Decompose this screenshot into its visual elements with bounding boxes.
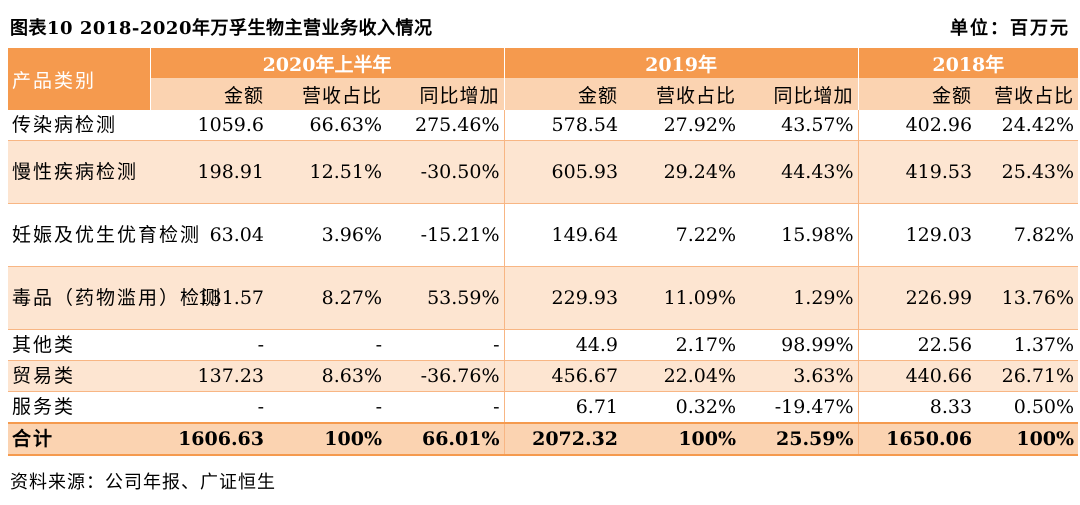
subheader: 同比增加	[386, 78, 505, 110]
cell: 100%	[268, 422, 386, 456]
cell: 43.57%	[740, 110, 859, 141]
cell: -	[386, 329, 505, 361]
subheader: 营收占比	[976, 78, 1079, 110]
cell: 1.29%	[740, 266, 859, 330]
subheader: 同比增加	[740, 78, 859, 110]
cell: 8.33	[858, 391, 977, 424]
cell: -	[150, 329, 268, 361]
source-note: 资料来源：公司年报、广证恒生	[10, 472, 276, 493]
cell: 275.46%	[386, 110, 505, 141]
cell: 27.92%	[622, 110, 741, 141]
cell: 7.82%	[976, 203, 1079, 267]
cell: 3.96%	[268, 203, 386, 267]
row-category: 传染病检测	[8, 110, 150, 141]
cell: 8.27%	[268, 266, 386, 330]
row-category: 慢性疾病检测	[8, 140, 150, 204]
cell: 8.63%	[268, 360, 386, 392]
cell: 63.04	[150, 203, 268, 267]
group-2019: 2019年	[504, 48, 859, 78]
group-2020h1: 2020年上半年	[150, 48, 505, 78]
cell: 7.22%	[622, 203, 741, 267]
cell: 1.37%	[976, 329, 1079, 361]
cell: -	[386, 391, 505, 424]
cell: 605.93	[504, 140, 623, 204]
cell: 100%	[622, 422, 741, 456]
cell: 229.93	[504, 266, 623, 330]
table-row: 服务类 - - - 6.71 0.32% -19.47% 8.33 0.50%	[8, 391, 1079, 424]
cell: 22.04%	[622, 360, 741, 392]
cell: 26.71%	[976, 360, 1079, 392]
cell: 578.54	[504, 110, 623, 141]
cell: 129.03	[858, 203, 977, 267]
group-header-row: 产品类别 2020年上半年 2019年 2018年	[8, 48, 1079, 110]
subheader: 金额	[858, 78, 977, 110]
cell: -	[150, 391, 268, 424]
unit-label: 单位：百万元	[950, 18, 1070, 39]
table-title: 图表10 2018-2020年万孚生物主营业务收入情况	[10, 18, 433, 39]
table-row: 传染病检测 1059.6 66.63% 275.46% 578.54 27.92…	[8, 110, 1079, 141]
cell: 53.59%	[386, 266, 505, 330]
cell: -	[268, 391, 386, 424]
cell: 98.99%	[740, 329, 859, 361]
group-2018: 2018年	[858, 48, 1079, 78]
cell: 6.71	[504, 391, 623, 424]
table-row: 其他类 - - - 44.9 2.17% 98.99% 22.56 1.37%	[8, 329, 1079, 361]
cell: -	[268, 329, 386, 361]
subheader: 营收占比	[268, 78, 386, 110]
cell: 137.23	[150, 360, 268, 392]
cell: 1650.06	[858, 422, 977, 456]
total-row: 合计 1606.63 100% 66.01% 2072.32 100% 25.5…	[8, 422, 1079, 456]
cell: 149.64	[504, 203, 623, 267]
category-header: 产品类别	[8, 48, 151, 110]
cell: 2072.32	[504, 422, 623, 456]
subheader: 金额	[504, 78, 623, 110]
revenue-table: 产品类别 2020年上半年 2019年 2018年 金额 营收占比 同比增加 金…	[8, 48, 1079, 456]
subheader: 金额	[150, 78, 268, 110]
cell: 419.53	[858, 140, 977, 204]
table-row: 毒品（药物滥用）检测 131.57 8.27% 53.59% 229.93 11…	[8, 266, 1079, 330]
cell: 24.42%	[976, 110, 1079, 141]
cell: 13.76%	[976, 266, 1079, 330]
cell: 66.01%	[386, 422, 505, 456]
row-category: 服务类	[8, 391, 150, 424]
cell: 25.43%	[976, 140, 1079, 204]
cell: 25.59%	[740, 422, 859, 456]
cell: 29.24%	[622, 140, 741, 204]
table-row: 慢性疾病检测 198.91 12.51% -30.50% 605.93 29.2…	[8, 140, 1079, 204]
cell: 2.17%	[622, 329, 741, 361]
row-category: 其他类	[8, 329, 150, 361]
table-row: 妊娠及优生优育检测 63.04 3.96% -15.21% 149.64 7.2…	[8, 203, 1079, 267]
row-category: 妊娠及优生优育检测	[8, 203, 199, 267]
cell: 22.56	[858, 329, 977, 361]
subheader: 营收占比	[622, 78, 741, 110]
cell: 226.99	[858, 266, 977, 330]
cell: 0.50%	[976, 391, 1079, 424]
cell: -36.76%	[386, 360, 505, 392]
cell: -15.21%	[386, 203, 505, 267]
cell: 0.32%	[622, 391, 741, 424]
table-row: 贸易类 137.23 8.63% -36.76% 456.67 22.04% 3…	[8, 360, 1079, 392]
cell: 1606.63	[150, 422, 268, 456]
cell: 12.51%	[268, 140, 386, 204]
cell: -19.47%	[740, 391, 859, 424]
cell: 456.67	[504, 360, 623, 392]
cell: 44.9	[504, 329, 623, 361]
cell: 1059.6	[150, 110, 268, 141]
header-line: 图表10 2018-2020年万孚生物主营业务收入情况 单位：百万元	[10, 10, 1070, 40]
row-category: 合计	[8, 422, 150, 456]
cell: -30.50%	[386, 140, 505, 204]
cell: 66.63%	[268, 110, 386, 141]
cell: 440.66	[858, 360, 977, 392]
row-category: 贸易类	[8, 360, 150, 392]
cell: 402.96	[858, 110, 977, 141]
sub-header-row: 金额 营收占比 同比增加 金额 营收占比 同比增加 金额 营收占比	[8, 78, 1079, 110]
cell: 11.09%	[622, 266, 741, 330]
cell: 100%	[976, 422, 1079, 456]
cell: 15.98%	[740, 203, 859, 267]
cell: 3.63%	[740, 360, 859, 392]
cell: 131.57	[150, 266, 268, 330]
cell: 44.43%	[740, 140, 859, 204]
row-category: 毒品（药物滥用）检测	[8, 266, 220, 330]
cell: 198.91	[150, 140, 268, 204]
